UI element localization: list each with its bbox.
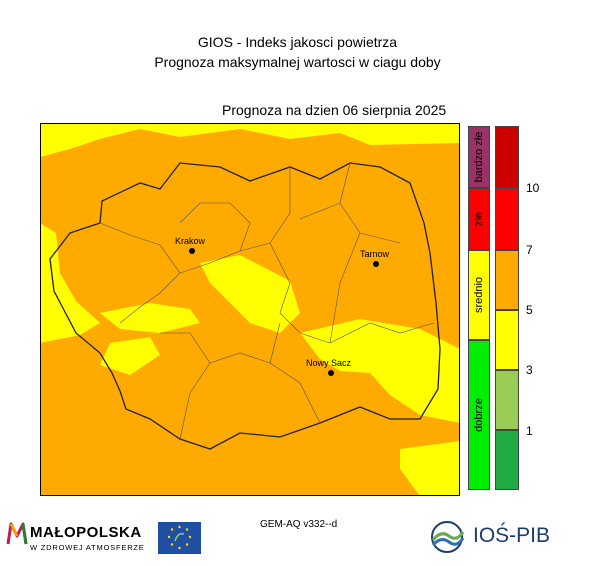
category-medium: srednio (468, 250, 490, 340)
colorbar-segment (495, 370, 519, 430)
category-label: dobrze (473, 398, 485, 432)
city-marker (328, 370, 334, 376)
colorbar-tick: 3 (526, 363, 533, 377)
ios-pib-logo: IOŚ-PIB (427, 520, 550, 559)
malopolska-subtext: W ZDROWEJ ATMOSFERZE (30, 543, 145, 552)
malopolska-logo: MAŁOPOLSKA W ZDROWEJ ATMOSFERZE (6, 522, 144, 552)
page-title: GIOS - Indeks jakosci powietrza (197, 34, 398, 50)
ios-pib-text: IOŚ-PIB (473, 524, 551, 547)
colorbar-tick: 10 (526, 181, 540, 195)
eu-stars-icon (167, 525, 192, 550)
category-very-bad: bardzo złe (468, 126, 490, 188)
colorbar (495, 126, 519, 490)
city-nowy-sacz: Nowy Sacz (306, 358, 352, 376)
category-bad: złe (468, 188, 490, 250)
colorbar-tick: 7 (526, 243, 533, 257)
model-label: GEM-AQ v332--d (260, 519, 338, 530)
category-label: bardzo złe (473, 131, 485, 183)
yellow-zone-southeast (300, 319, 460, 423)
county-borders (99, 162, 435, 440)
colorbar-tick: 1 (526, 424, 533, 438)
colorbar-segment (495, 188, 519, 250)
city-label-nowy-sacz: Nowy Sacz (306, 358, 352, 368)
category-label: złe (473, 211, 485, 227)
malopolska-m-icon (6, 522, 28, 545)
city-label-tarnow: Tarnow (360, 249, 390, 259)
city-marker (373, 261, 379, 267)
colorbar-segment (495, 310, 519, 370)
yellow-zone-north (40, 123, 460, 157)
yellow-zone-south-small (100, 337, 160, 375)
city-krakow: Krakow (175, 236, 206, 254)
colorbar-segment (495, 126, 519, 188)
ios-pib-emblem-icon (431, 521, 465, 553)
city-label-krakow: Krakow (175, 236, 206, 246)
forecast-date: Prognoza na dzien 06 sierpnia 2025 (222, 102, 447, 118)
page-subtitle: Prognoza maksymalnej wartosci w ciagu do… (154, 54, 441, 70)
malopolska-text: MAŁOPOLSKA (30, 524, 142, 541)
category-label: srednio (473, 276, 485, 314)
colorbar-segment (495, 430, 519, 490)
colorbar-segment (495, 250, 519, 310)
forecast-map: Krakow Tarnow Nowy Sacz (40, 123, 460, 496)
yellow-zone-central (200, 255, 300, 333)
eu-life-logo (158, 522, 201, 554)
map-frame (40, 123, 460, 496)
colorbar-tick: 5 (526, 303, 533, 317)
category-legend: bardzo złe złe srednio dobrze (468, 126, 490, 490)
city-tarnow: Tarnow (360, 249, 390, 267)
region-border (49, 162, 441, 450)
city-marker (189, 248, 195, 254)
yellow-zone-southwest (100, 303, 200, 333)
category-good: dobrze (468, 340, 490, 490)
yellow-zone-corner (400, 441, 460, 496)
